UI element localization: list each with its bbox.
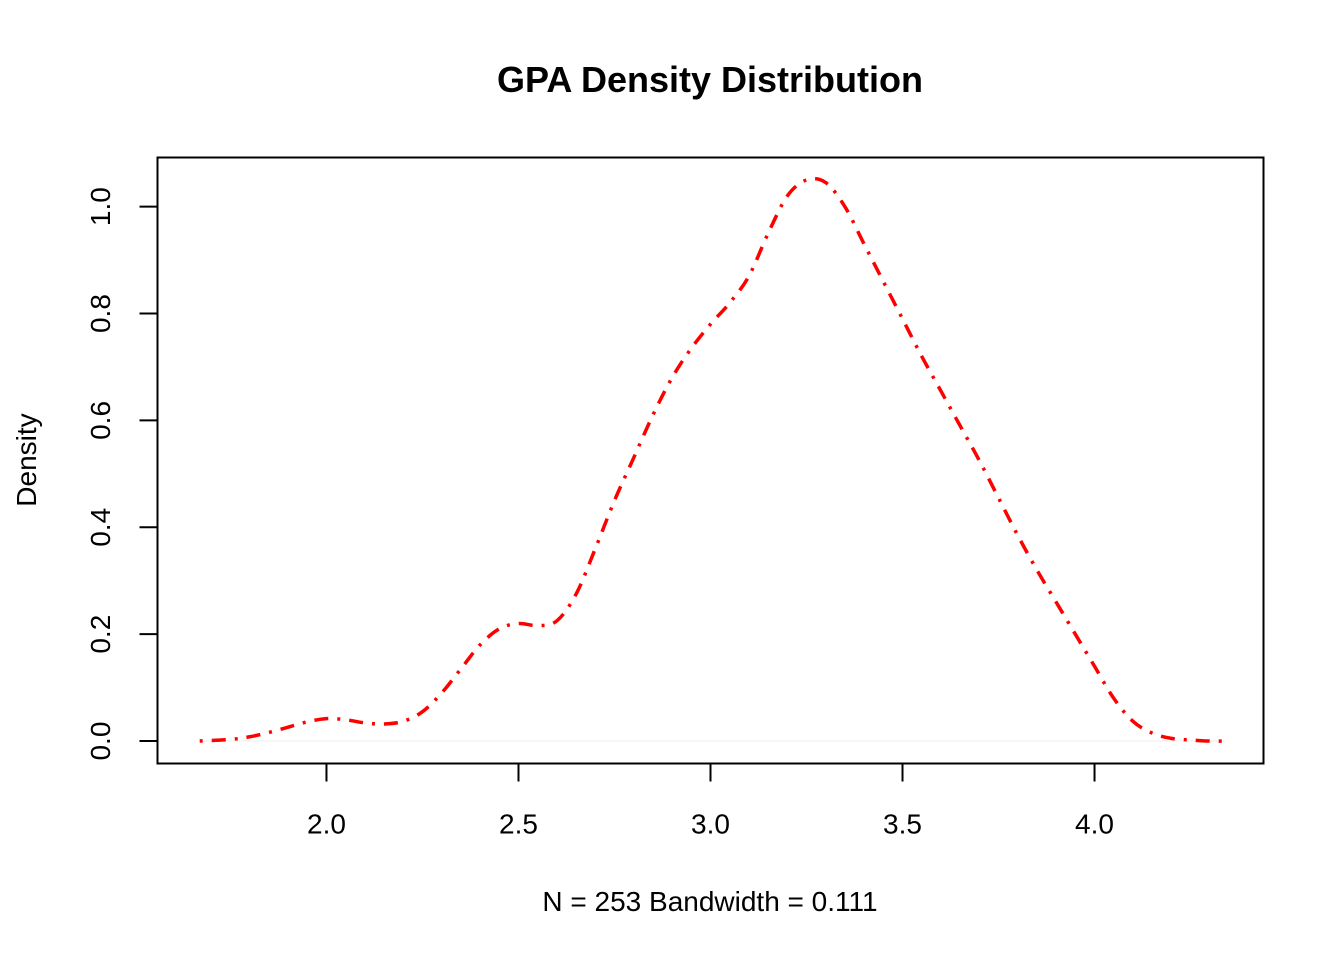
y-tick-label: 0.0	[85, 722, 116, 761]
x-tick-label: 4.0	[1075, 809, 1114, 840]
y-tick-label: 0.2	[85, 615, 116, 654]
x-tick-label: 3.0	[691, 809, 730, 840]
density-line	[199, 176, 1226, 743]
y-tick-label: 0.6	[85, 401, 116, 440]
chart-title: GPA Density Distribution	[497, 59, 923, 100]
y-tick-label: 0.4	[85, 508, 116, 547]
y-tick-label: 1.0	[85, 187, 116, 226]
y-axis: 0.0 0.2 0.4 0.6 0.8 1.0	[85, 187, 159, 761]
y-tick-label: 0.8	[85, 294, 116, 333]
x-tick-label: 3.5	[883, 809, 922, 840]
y-axis-label: Density	[11, 413, 42, 506]
x-tick-label: 2.5	[499, 809, 538, 840]
x-axis: 2.0 2.5 3.0 3.5 4.0	[307, 762, 1114, 840]
x-tick-label: 2.0	[307, 809, 346, 840]
x-axis-label: N = 253 Bandwidth = 0.111	[542, 886, 877, 917]
